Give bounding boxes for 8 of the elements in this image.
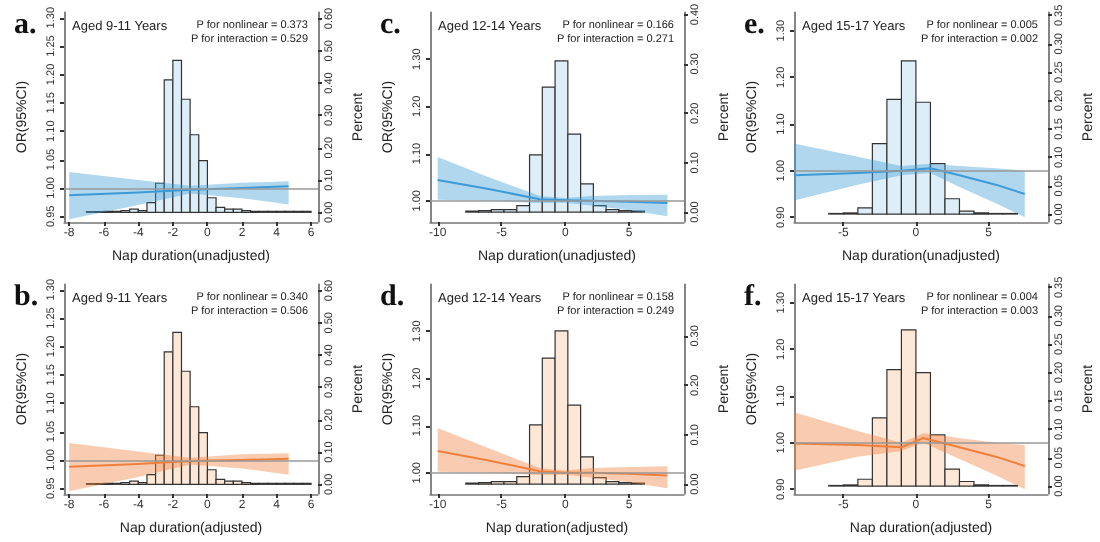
line-series [793, 167, 1026, 195]
chart-title: c. [379, 9, 401, 41]
line-series [793, 436, 1026, 466]
chart-title: a. [14, 9, 37, 41]
chart-title: b. [14, 280, 39, 312]
chart-title: f. [744, 280, 762, 312]
chart-title: d. [379, 280, 404, 312]
chart-title: e. [744, 9, 766, 41]
